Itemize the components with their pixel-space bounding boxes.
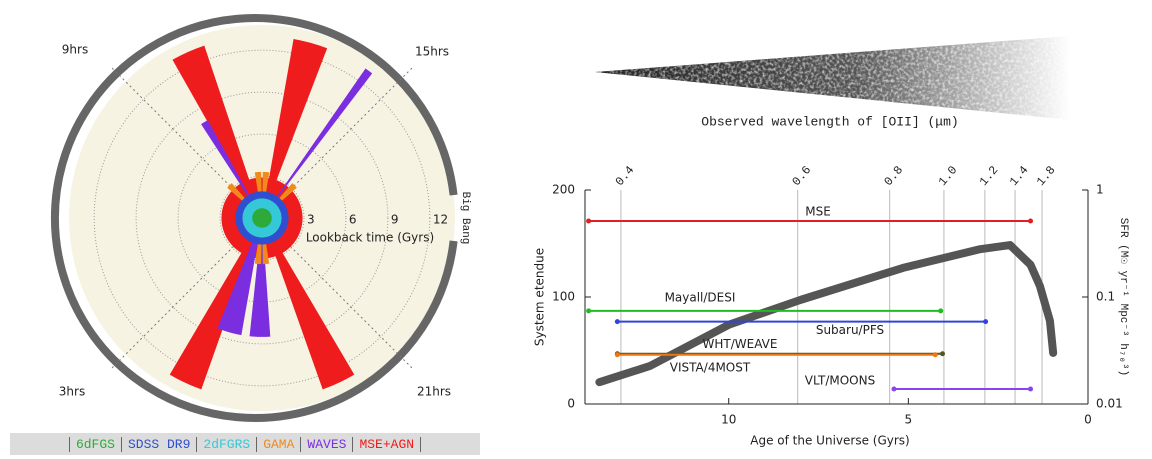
direction-label: 21hrs [417, 385, 451, 399]
y2-axis-label: SFR (M☉ yr⁻¹ Mpc⁻³ h₇₀³) [1117, 218, 1129, 377]
y-axis-label: System etendue [533, 248, 547, 346]
x2-axis-label: Observed wavelength of [OII] (μm) [701, 114, 958, 129]
y-tick-label: 100 [552, 290, 575, 304]
x2-tick-label: 0.8 [881, 163, 906, 189]
x-axis-label: Age of the Universe (Gyrs) [750, 434, 909, 448]
range-label: VLT/MOONS [805, 374, 875, 388]
range-end [586, 218, 592, 224]
x-tick-label: 5 [905, 413, 913, 427]
range-end [614, 319, 620, 325]
x2-tick-label: 0.4 [613, 163, 638, 189]
legend-entry: WAVES [300, 436, 352, 452]
coverage-disk [252, 208, 272, 228]
range-end [983, 319, 989, 325]
coverage-wedge [262, 38, 328, 218]
coverage-wedge [262, 68, 373, 218]
r-tick-label: 3 [307, 213, 315, 227]
range-end [932, 352, 938, 358]
direction-label: 9hrs [62, 43, 88, 57]
x2-tick-label: 1.0 [936, 163, 961, 189]
x2-tick-label: 0.6 [790, 163, 815, 189]
polar-marks: 3 6 9 12 [93, 38, 448, 390]
x-tick-label: 0 [1084, 413, 1092, 427]
outer-ring [51, 14, 458, 422]
y2-tick-label: 1 [1096, 183, 1104, 197]
range-label: MSE [805, 205, 831, 219]
r-axis-label: Lookback time (Gyrs) [306, 231, 434, 245]
coverage-wedge [169, 218, 262, 390]
legend-entry: GAMA [256, 436, 300, 452]
r-tick-label: 6 [349, 213, 357, 227]
direction-label: 15hrs [415, 45, 449, 59]
y2-tick-label: 0.1 [1096, 290, 1115, 304]
coverage-wedge [172, 45, 262, 218]
range-end [586, 308, 592, 314]
range-label: Subaru/PFS [816, 323, 884, 337]
x2-tick-label: 1.2 [977, 163, 1002, 189]
coverage-wedge [201, 120, 262, 218]
ring [177, 133, 347, 303]
galaxy-cone-texture [595, 36, 1070, 120]
r-tick-label: 9 [391, 213, 399, 227]
y-tick-label: 200 [552, 183, 575, 197]
direction-label: 3hrs [59, 385, 85, 399]
edge-label: Big Bang [459, 192, 471, 245]
coverage-wedge [262, 218, 355, 390]
range-end [1028, 218, 1034, 224]
ring [135, 91, 389, 345]
sfr-curve [595, 241, 1058, 387]
ring [93, 49, 431, 387]
ring [219, 175, 305, 261]
range-label: Mayall/DESI [665, 290, 736, 304]
line-chart: 0.4 0.6 0.8 1.0 1.2 1.4 1.8 10 5 0 0 100 200 0.01 0.1 1… [552, 163, 1123, 426]
y2-tick-label: 0.01 [1096, 397, 1123, 411]
r-tick-label: 12 [433, 213, 448, 227]
legend-entry: 2dFGRS [196, 436, 256, 452]
range-end [614, 352, 620, 358]
legend-entry: SDSS DR9 [120, 436, 196, 452]
range-end [938, 308, 944, 314]
range-label: WHT/WEAVE [703, 337, 778, 351]
coverage-wedge [217, 218, 262, 336]
range-end [891, 386, 897, 392]
coverage-wedge [249, 218, 271, 337]
legend-entry: MSE+AGN [352, 436, 422, 452]
x2-tick-label: 1.8 [1034, 163, 1059, 189]
range-end [1028, 386, 1034, 392]
range-label: VISTA/4MOST [670, 360, 751, 374]
legend: 6dFGS SDSS DR9 2dFGRS GAMA WAVES MSE+AGN [10, 433, 480, 455]
y-tick-label: 0 [567, 397, 575, 411]
legend-entry: 6dFGS [68, 436, 121, 452]
x-tick-label: 10 [721, 413, 736, 427]
range-end [939, 351, 945, 357]
x2-tick-label: 1.4 [1007, 163, 1032, 189]
